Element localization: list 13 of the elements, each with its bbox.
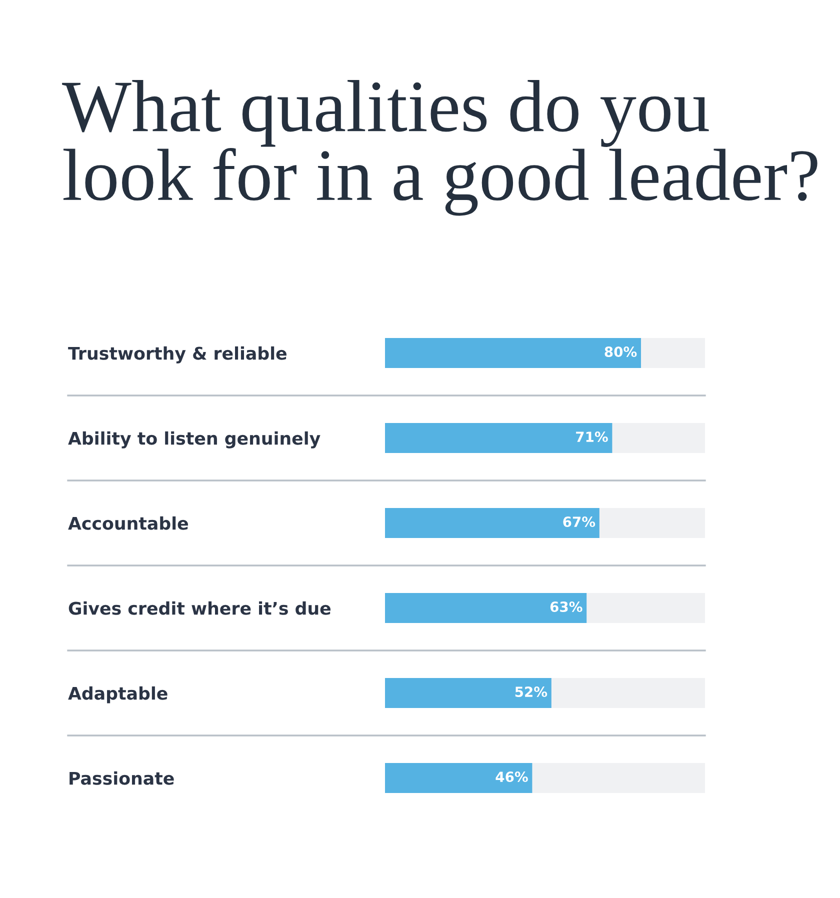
y-tick-label: Trustworthy & reliable [68, 346, 286, 364]
data-label: 46% [496, 772, 528, 782]
data-label: 80% [604, 346, 637, 358]
data-label: 71% [576, 432, 608, 442]
y-tick-label: Adaptable [68, 686, 168, 704]
data-label: 67% [563, 516, 596, 528]
data-label: 63% [550, 602, 582, 612]
y-tick-label: Accountable [68, 516, 188, 530]
chart-title: What qualities do you look for in a good leader? [62, 80, 818, 216]
y-tick-label: Passionate [70, 771, 174, 785]
y-tick-label: Gives credit where it’s due [68, 601, 331, 615]
data-label: 52% [515, 686, 548, 698]
y-tick-label: Ability to listen genuinely [68, 431, 320, 448]
